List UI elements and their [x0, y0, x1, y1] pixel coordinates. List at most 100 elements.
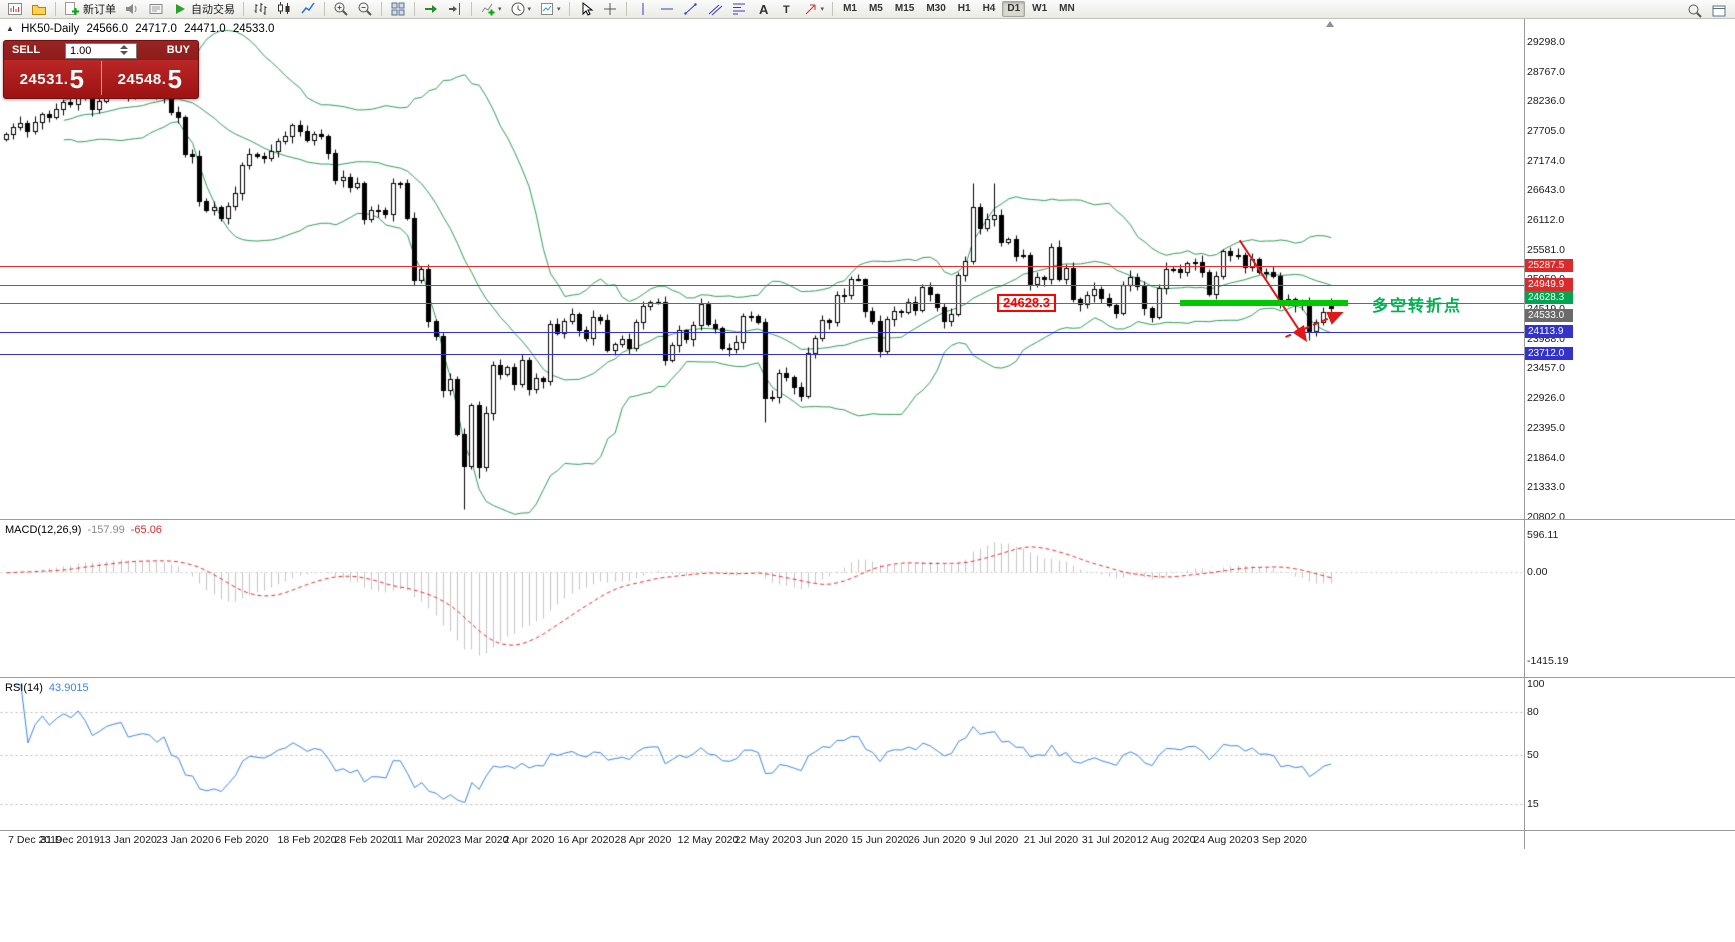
time-axis-label: 18 Feb 2020 — [277, 834, 337, 846]
window-icon[interactable] — [1708, 1, 1730, 20]
auto-scroll-icon[interactable] — [420, 0, 442, 19]
chart-shift-icon[interactable] — [444, 0, 466, 19]
one-click-divider — [101, 61, 102, 95]
one-click-expander-icon[interactable]: ▲ — [6, 24, 14, 33]
volume-spinner[interactable] — [120, 44, 129, 57]
chart-shift-marker[interactable] — [1326, 21, 1334, 27]
auto-trading-button[interactable]: 自动交易 — [169, 0, 238, 19]
price-tick-label: 25581.0 — [1527, 244, 1565, 256]
timeframe-m1[interactable]: M1 — [843, 3, 857, 14]
timeframe-h1[interactable]: H1 — [957, 3, 971, 14]
channel-icon[interactable] — [704, 0, 726, 19]
rsi-scale-label: 15 — [1527, 798, 1539, 810]
spinner-up-icon[interactable] — [120, 45, 128, 49]
new-chart-icon[interactable] — [4, 0, 26, 19]
zoom-out-icon[interactable] — [354, 0, 376, 19]
timeframe-d1[interactable]: D1 — [1002, 1, 1026, 17]
rsi-scale-label: 50 — [1527, 749, 1539, 761]
vertical-line-icon[interactable] — [632, 0, 654, 19]
rsi-panel-canvas[interactable] — [0, 679, 1524, 830]
support-line-1[interactable] — [0, 332, 1524, 333]
resistance-line-1-tag: 25287.5 — [1525, 259, 1573, 272]
periods-icon[interactable]: ▾ — [507, 0, 535, 19]
search-icon[interactable] — [1684, 1, 1706, 20]
cursor-icon[interactable] — [575, 0, 597, 19]
volume-input[interactable] — [65, 43, 137, 59]
timeframe-m15[interactable]: M15 — [894, 3, 915, 14]
open-value: 24566.0 — [86, 23, 129, 35]
toolbar-separator — [414, 2, 415, 16]
timeframe-mn[interactable]: MN — [1059, 3, 1075, 14]
timeframe-m30[interactable]: M30 — [926, 3, 946, 14]
time-axis-label: 23 Mar 2020 — [449, 834, 509, 846]
panel-separator-macd-rsi[interactable] — [0, 677, 1735, 678]
spinner-down-icon[interactable] — [120, 51, 128, 55]
chart-info-line: ▲ HK50-Daily 24566.0 24717.0 24471.0 245… — [6, 23, 278, 35]
close-value: 24533.0 — [232, 23, 275, 35]
macd-scale-label: 0.00 — [1527, 566, 1548, 578]
text-label-icon[interactable]: T — [776, 0, 798, 19]
macd-main-value: -157.99 — [87, 524, 125, 536]
toolbar: 新订单 自动交易 ▾ ▾ ▾ A T ▾ M1 M5 M15 M30 H1 H4 D1 W1 MN — [0, 0, 1735, 19]
macd-panel-canvas[interactable] — [0, 521, 1524, 677]
time-axis-label: 23 Jan 2020 — [156, 834, 214, 846]
sell-button[interactable]: 24531. 5 — [4, 60, 100, 98]
price-tick-label: 20802.0 — [1527, 511, 1565, 523]
chart-profiles-icon[interactable] — [28, 0, 50, 19]
panel-separator-price-macd[interactable] — [0, 519, 1735, 520]
time-axis-label: 13 Jan 2020 — [99, 834, 157, 846]
resistance-line-2-tag: 24949.9 — [1525, 278, 1573, 291]
buy-label: BUY — [166, 44, 190, 56]
indicators-icon[interactable]: ▾ — [477, 0, 505, 19]
resistance-line-1[interactable] — [0, 266, 1524, 267]
price-tick-label: 29298.0 — [1527, 36, 1565, 48]
time-axis-label: 31 Dec 2019 — [40, 834, 100, 846]
crosshair-icon[interactable] — [599, 0, 621, 19]
symbol-period-label: HK50-Daily — [21, 23, 80, 35]
price-chart-canvas[interactable] — [0, 19, 1524, 520]
support-line-1-tag: 24113.9 — [1525, 325, 1573, 338]
time-axis-label: 28 Apr 2020 — [614, 834, 672, 846]
toolbar-right-icons — [1683, 1, 1731, 20]
price-tick-label: 27174.0 — [1527, 155, 1565, 167]
time-axis-label: 24 Aug 2020 — [1193, 834, 1253, 846]
fibonacci-icon[interactable] — [728, 0, 750, 19]
bar-chart-icon[interactable] — [249, 0, 271, 19]
rsi-scale-label: 80 — [1527, 706, 1539, 718]
macd-scale-label: 596.11 — [1527, 529, 1559, 541]
sell-price-big-digit: 5 — [69, 64, 85, 94]
pivot-line[interactable] — [0, 303, 1524, 304]
price-callout-box[interactable]: 24628.3 — [997, 294, 1056, 312]
candlestick-chart-icon[interactable] — [273, 0, 295, 19]
macd-signal-value: -65.06 — [130, 524, 162, 536]
turning-point-label[interactable]: 多空转折点 — [1372, 298, 1463, 315]
horizontal-line-icon[interactable] — [656, 0, 678, 19]
alerts-icon[interactable] — [121, 0, 143, 19]
buy-button[interactable]: 24548. 5 — [102, 60, 198, 98]
new-order-button[interactable]: 新订单 — [61, 0, 119, 19]
time-axis-label: 16 Apr 2020 — [557, 834, 615, 846]
support-line-2[interactable] — [0, 354, 1524, 355]
panel-separator-rsi-timescale — [0, 830, 1735, 831]
trendline-icon[interactable] — [680, 0, 702, 19]
line-chart-icon[interactable] — [297, 0, 319, 19]
rsi-title: RSI(14) — [5, 682, 43, 694]
price-tick-label: 27705.0 — [1527, 125, 1565, 137]
news-icon[interactable] — [145, 0, 167, 19]
turning-point-thick-line[interactable] — [1180, 300, 1348, 306]
rsi-scale-label: 100 — [1527, 678, 1545, 690]
timeframe-h4[interactable]: H4 — [982, 3, 996, 14]
sell-label: SELL — [12, 44, 41, 56]
toolbar-separator — [832, 2, 834, 16]
arrows-icon[interactable]: ▾ — [800, 0, 828, 19]
templates-icon[interactable]: ▾ — [536, 0, 564, 19]
price-axis-border — [1524, 19, 1525, 849]
resistance-line-2[interactable] — [0, 285, 1524, 286]
timeframe-m5[interactable]: M5 — [868, 3, 883, 14]
zoom-in-icon[interactable] — [330, 0, 352, 19]
text-icon[interactable]: A — [752, 0, 774, 19]
tile-windows-icon[interactable] — [387, 0, 409, 19]
support-line-2-tag: 23712.0 — [1525, 347, 1573, 360]
time-axis-label: 31 Jul 2020 — [1081, 834, 1137, 846]
timeframe-w1[interactable]: W1 — [1032, 3, 1048, 14]
